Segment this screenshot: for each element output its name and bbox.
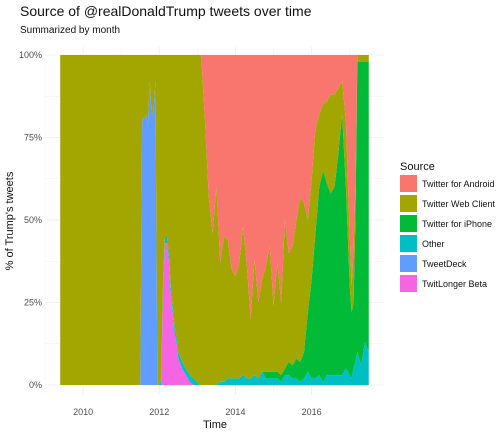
y-tick-label: 0% — [29, 380, 42, 390]
legend-label: TweetDeck — [422, 259, 467, 269]
legend-item-tweetdeck: TweetDeck — [400, 255, 467, 272]
legend: Source Twitter for Android Twitter Web Cl… — [400, 161, 495, 292]
x-axis-ticks: 2010 2012 2014 2016 — [73, 407, 322, 417]
legend-label: Twitter for iPhone — [422, 219, 492, 229]
area-twitter-for-iphone — [60, 61, 369, 385]
legend-label: Twitter Web Client — [422, 199, 495, 209]
legend-swatch — [400, 215, 417, 232]
legend-item-twitlonger-beta: TwitLonger Beta — [400, 275, 487, 292]
y-tick-label: 100% — [19, 50, 42, 60]
legend-label: TwitLonger Beta — [422, 279, 487, 289]
legend-item-other: Other — [400, 235, 445, 252]
area-twitter-web-client — [60, 55, 369, 385]
x-tick-label: 2010 — [73, 407, 93, 417]
legend-swatch — [400, 255, 417, 272]
legend-item-twitter-for-iphone: Twitter for iPhone — [400, 215, 492, 232]
legend-title: Source — [400, 161, 435, 173]
chart-subtitle: Summarized by month — [20, 25, 120, 36]
y-tick-label: 50% — [24, 215, 42, 225]
y-axis-ticks: 0% 25% 50% 75% 100% — [19, 50, 42, 390]
x-tick-label: 2014 — [225, 407, 245, 417]
y-tick-label: 25% — [24, 298, 42, 308]
legend-label: Other — [422, 239, 445, 249]
legend-swatch — [400, 175, 417, 192]
chart-title: Source of @realDonaldTrump tweets over t… — [20, 3, 312, 19]
legend-swatch — [400, 235, 417, 252]
legend-label: Twitter for Android — [422, 179, 495, 189]
area-twitter-for-android — [60, 55, 369, 319]
legend-swatch — [400, 195, 417, 212]
legend-swatch — [400, 275, 417, 292]
stacked-areas — [60, 55, 369, 386]
x-tick-label: 2016 — [302, 407, 322, 417]
y-tick-label: 75% — [24, 133, 42, 143]
x-axis-title: Time — [203, 419, 227, 431]
y-axis-title: % of Trump's tweets — [4, 171, 16, 270]
legend-item-twitter-web-client: Twitter Web Client — [400, 195, 495, 212]
legend-item-twitter-for-android: Twitter for Android — [400, 175, 495, 192]
x-tick-label: 2012 — [149, 407, 169, 417]
